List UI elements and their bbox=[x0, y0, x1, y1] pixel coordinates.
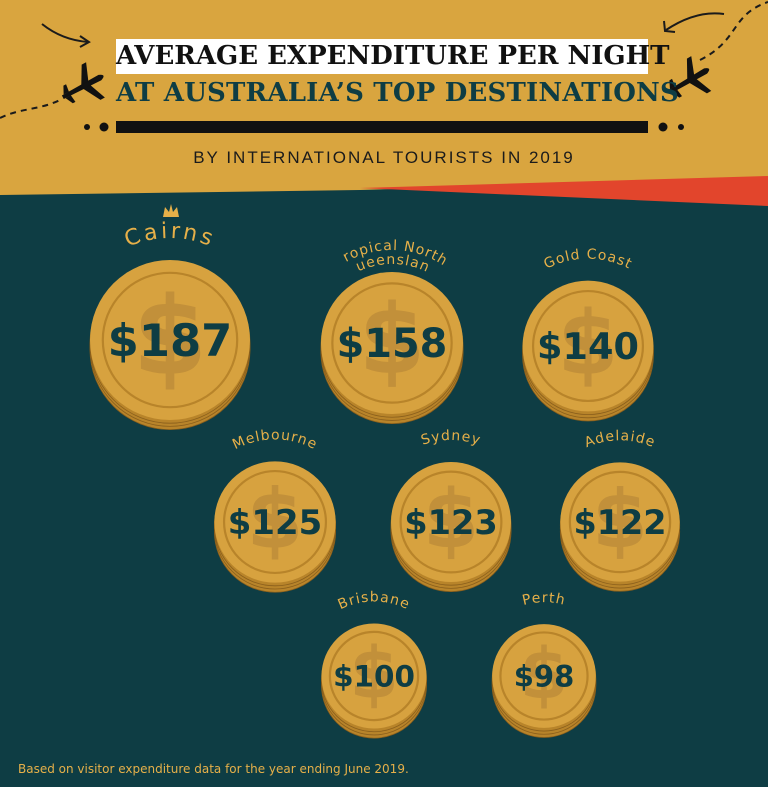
category-label-text: Sydney bbox=[419, 428, 482, 449]
category-label-text: Adelaide bbox=[582, 428, 656, 451]
arrow-icon bbox=[663, 12, 725, 33]
category-label: Perth bbox=[521, 590, 567, 609]
coin-face bbox=[90, 260, 250, 420]
crown-icon bbox=[163, 204, 179, 217]
value-label: $158 bbox=[337, 321, 448, 367]
dollar-sign-icon: $ bbox=[349, 632, 398, 715]
coin-inner-ring bbox=[222, 469, 328, 575]
coin-inner-ring bbox=[568, 470, 672, 574]
flight-path-left bbox=[0, 99, 61, 119]
value-label: $187 bbox=[108, 314, 233, 367]
coin-face bbox=[321, 623, 427, 729]
dollar-sign-icon: $ bbox=[359, 284, 426, 396]
coin-sydney: $$123 Sydney bbox=[390, 428, 512, 592]
subtitle: BY INTERNATIONAL TOURISTS IN 2019 bbox=[193, 148, 575, 167]
airplane-icon bbox=[61, 62, 105, 104]
coin-face bbox=[391, 462, 511, 582]
dollar-sign-icon: $ bbox=[247, 472, 304, 567]
dollar-sign-icon: $ bbox=[557, 291, 618, 394]
coin-face bbox=[214, 461, 336, 583]
coin-face bbox=[320, 271, 464, 415]
value-label: $123 bbox=[404, 503, 497, 542]
coin-inner-ring bbox=[499, 631, 589, 721]
coin-inner-ring bbox=[531, 289, 645, 403]
value-label: $98 bbox=[514, 659, 575, 693]
value-label: $100 bbox=[333, 660, 415, 694]
coin-adelaide: $$122 Adelaide bbox=[559, 428, 681, 592]
coin-face bbox=[522, 280, 654, 412]
title-line-1: AVERAGE EXPENDITURE PER NIGHT bbox=[116, 39, 670, 74]
coin-face bbox=[492, 624, 596, 728]
value-label: $140 bbox=[537, 325, 639, 368]
coin-inner-ring bbox=[331, 282, 453, 404]
airplane-icon bbox=[668, 56, 712, 98]
coin-inner-ring bbox=[101, 271, 239, 409]
arrow-icon bbox=[41, 23, 91, 48]
title-divider bbox=[84, 121, 684, 133]
dollar-sign-icon: $ bbox=[132, 275, 207, 400]
flight-path-right bbox=[699, 1, 768, 61]
category-label: Adelaide bbox=[582, 428, 657, 451]
red-accent-stripe bbox=[360, 176, 768, 206]
coin-face bbox=[560, 462, 680, 582]
title-line-2: AT AUSTRALIA’S TOP DESTINATIONS bbox=[116, 78, 679, 108]
category-label: Sydney bbox=[419, 428, 483, 449]
coin-inner-ring bbox=[328, 630, 420, 722]
dollar-sign-icon: $ bbox=[520, 633, 569, 715]
dollar-sign-icon: $ bbox=[592, 472, 648, 566]
coin-perth: $$98 Perth bbox=[491, 590, 597, 738]
dollar-sign-icon: $ bbox=[423, 473, 479, 567]
value-label: $122 bbox=[574, 503, 667, 542]
footnote: Based on visitor expenditure data for th… bbox=[18, 762, 409, 776]
coin-inner-ring bbox=[399, 470, 503, 574]
category-label-text: Perth bbox=[521, 590, 566, 609]
value-label: $125 bbox=[228, 503, 322, 543]
